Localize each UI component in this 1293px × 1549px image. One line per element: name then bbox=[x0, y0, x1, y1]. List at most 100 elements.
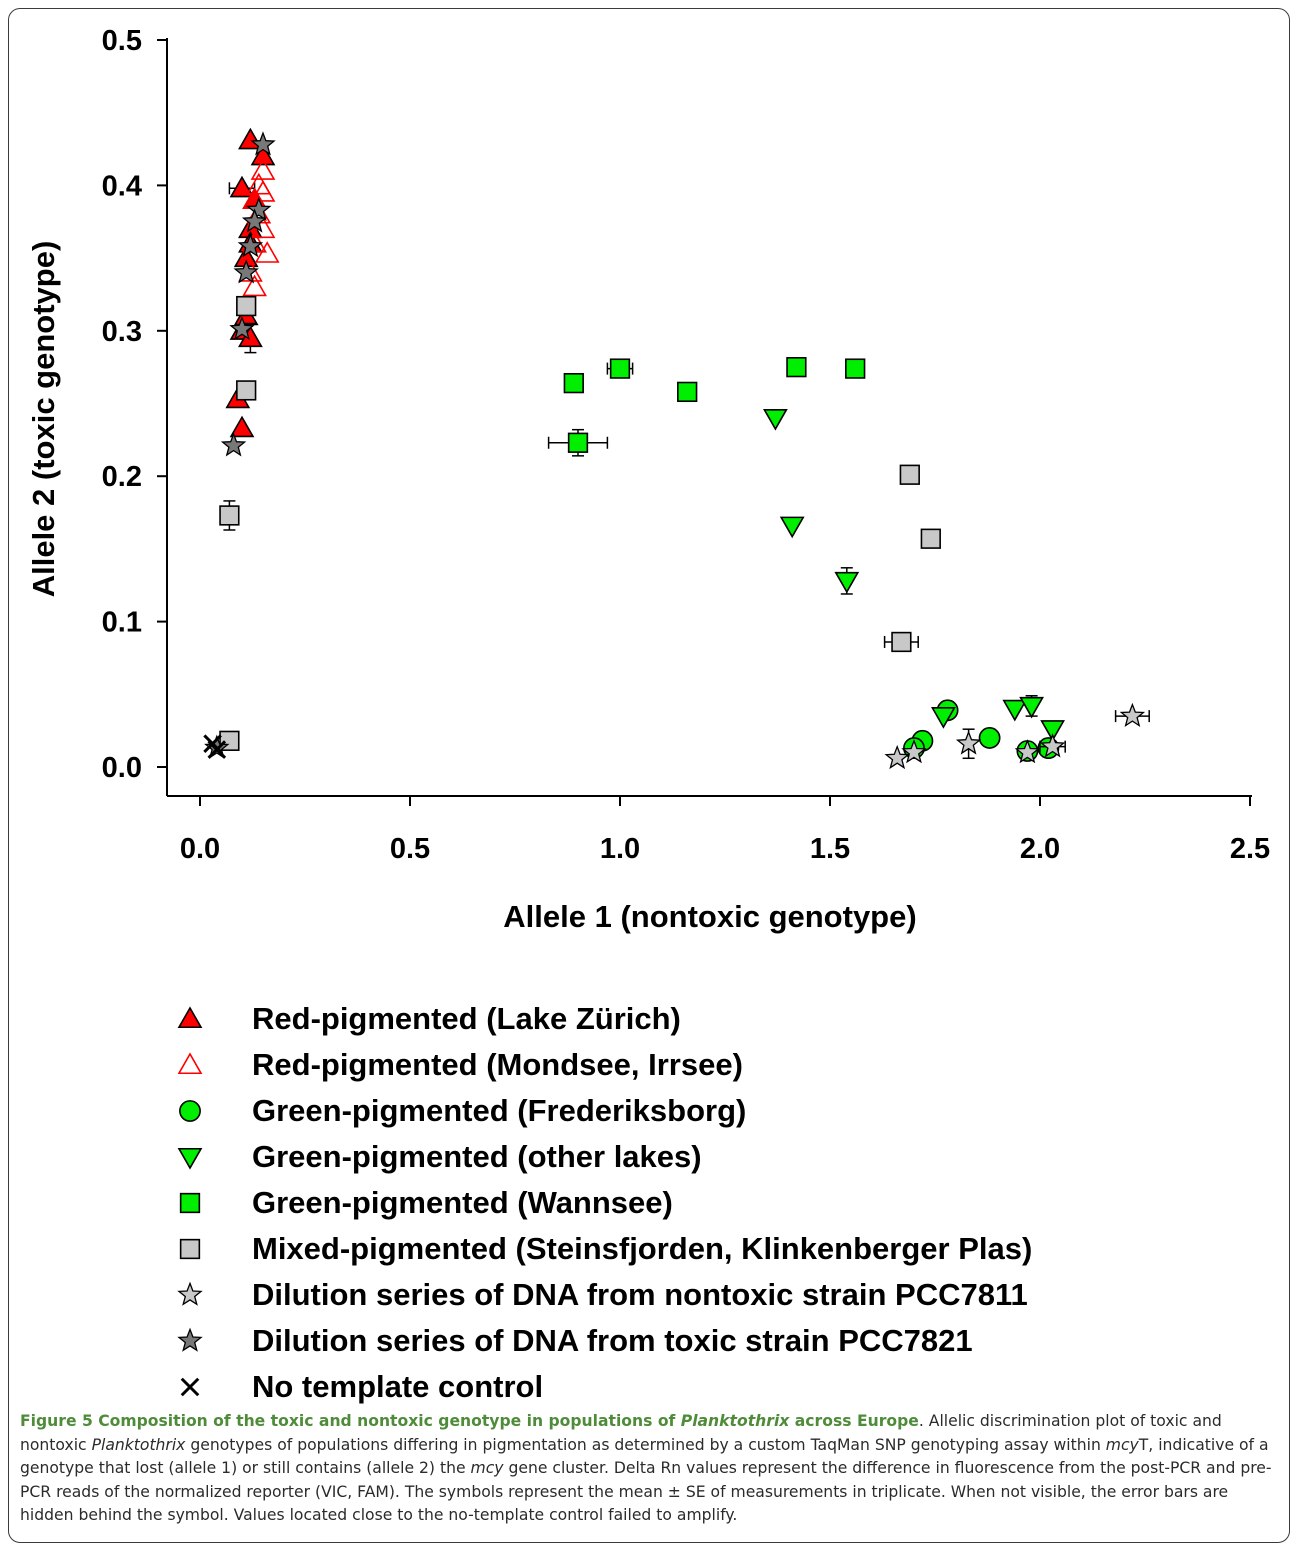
point-5-1 bbox=[236, 380, 257, 401]
point-1-0 bbox=[250, 158, 276, 180]
y-tick-label-4: 0.4 bbox=[102, 170, 142, 202]
caption-title: Figure 5 Composition of the toxic and no… bbox=[20, 1412, 919, 1430]
y-tick-label-3: 0.3 bbox=[102, 316, 142, 348]
caption-body-2: genotypes of populations differing in pi… bbox=[185, 1435, 1106, 1454]
legend-marker-5 bbox=[179, 1238, 201, 1260]
caption-body-4: gene cluster. Delta Rn values represent … bbox=[20, 1459, 1272, 1524]
point-4-1 bbox=[609, 358, 631, 379]
legend-item-2: Green-pigmented (Frederiksborg) bbox=[170, 1088, 1250, 1134]
caption-italic-1: Planktothrix bbox=[91, 1435, 186, 1454]
x-tick-label-2: 1.0 bbox=[600, 833, 640, 865]
x-tick-label-1: 0.5 bbox=[390, 833, 430, 865]
legend-label-6: Dilution series of DNA from nontoxic str… bbox=[252, 1277, 1028, 1312]
series-8 bbox=[203, 734, 227, 759]
point-5-6 bbox=[891, 631, 912, 653]
point-6-5 bbox=[1119, 702, 1146, 727]
point-7-4 bbox=[233, 259, 259, 284]
point-6-1 bbox=[901, 739, 927, 764]
series-7 bbox=[204, 131, 276, 759]
caption-body-3: T, indicative of a genotype that lost (a… bbox=[20, 1435, 1269, 1478]
legend-item-5: Mixed-pigmented (Steinsfjorden, Klinkenb… bbox=[170, 1226, 1250, 1272]
point-4-2 bbox=[677, 381, 698, 403]
legend-label-8: No template control bbox=[252, 1369, 544, 1404]
y-tick-label-1: 0.1 bbox=[102, 607, 142, 639]
point-1-9 bbox=[242, 274, 267, 297]
y-tick-label-5: 0.5 bbox=[102, 25, 142, 57]
legend-marker-0 bbox=[177, 1006, 203, 1029]
point-3-6 bbox=[1040, 720, 1065, 742]
point-3-4 bbox=[1002, 699, 1028, 722]
point-3-1 bbox=[779, 516, 805, 539]
legend-label-7: Dilution series of DNA from toxic strain… bbox=[252, 1323, 973, 1358]
legend-label-0: Red-pigmented (Lake Zürich) bbox=[252, 1001, 681, 1036]
legend-marker-4 bbox=[179, 1192, 201, 1214]
x-tick-label-4: 2.0 bbox=[1020, 833, 1060, 865]
point-2-1 bbox=[978, 726, 1001, 749]
series-5 bbox=[219, 295, 941, 751]
point-0-11 bbox=[229, 415, 255, 438]
legend-symbol-8 bbox=[180, 1377, 200, 1397]
point-5-0 bbox=[236, 295, 257, 317]
legend-symbol-7 bbox=[177, 1327, 203, 1352]
legend-symbol-2 bbox=[179, 1100, 201, 1122]
point-4-5 bbox=[567, 432, 589, 453]
legend-symbol-6 bbox=[177, 1281, 203, 1306]
caption-title-text: Figure 5 Composition of the toxic and no… bbox=[20, 1412, 681, 1430]
legend-marker-8 bbox=[180, 1377, 200, 1397]
tick-labels: 0.0 0.5 1.0 1.5 2.0 2.5 0.0 0.1 0.2 0.3 0.4 0.5 bbox=[102, 25, 1270, 865]
point-5-5 bbox=[920, 528, 941, 549]
point-4-0 bbox=[563, 372, 584, 394]
legend-item-1: Red-pigmented (Mondsee, Irrsee) bbox=[170, 1042, 1250, 1088]
point-8-1 bbox=[207, 740, 227, 759]
figure-frame bbox=[8, 8, 1290, 1543]
point-6-4 bbox=[1039, 733, 1066, 758]
legend-marker-3 bbox=[177, 1147, 203, 1170]
point-7-2 bbox=[241, 208, 268, 233]
point-6-2 bbox=[955, 730, 982, 755]
legend-marker-6 bbox=[177, 1281, 203, 1306]
y-tick-label-2: 0.2 bbox=[102, 461, 142, 493]
legend-label-1: Red-pigmented (Mondsee, Irrsee) bbox=[252, 1047, 743, 1082]
point-5-4 bbox=[899, 464, 920, 485]
point-5-2 bbox=[219, 505, 240, 526]
figure-caption: Figure 5 Composition of the toxic and no… bbox=[20, 1410, 1278, 1528]
caption-body-1: . Allelic discrimination plot of toxic a… bbox=[20, 1412, 1222, 1454]
point-4-3 bbox=[786, 356, 807, 378]
point-4-4 bbox=[845, 358, 866, 379]
legend-item-8: No template control bbox=[170, 1364, 1250, 1410]
x-tick-label-3: 1.5 bbox=[810, 833, 850, 865]
point-7-5 bbox=[229, 315, 255, 341]
point-1-2 bbox=[250, 180, 276, 202]
legend-item-4: Green-pigmented (Wannsee) bbox=[170, 1180, 1250, 1226]
legend-item-6: Dilution series of DNA from nontoxic str… bbox=[170, 1272, 1250, 1318]
series-4 bbox=[547, 356, 866, 457]
legend-label-2: Green-pigmented (Frederiksborg) bbox=[252, 1093, 747, 1128]
legend-label-4: Green-pigmented (Wannsee) bbox=[252, 1185, 673, 1220]
legend-symbol-5 bbox=[179, 1238, 201, 1260]
point-7-1 bbox=[246, 196, 272, 221]
data-marks bbox=[203, 127, 1150, 770]
x-tick-label-5: 2.5 bbox=[1230, 833, 1270, 865]
point-3-3 bbox=[931, 707, 956, 729]
caption-title-italic: Planktothrix bbox=[680, 1412, 790, 1430]
series-6 bbox=[884, 702, 1150, 770]
legend-marker-1 bbox=[177, 1052, 203, 1075]
caption-italic-2: mcy bbox=[1105, 1435, 1139, 1454]
point-1-1 bbox=[246, 172, 272, 195]
point-7-0 bbox=[250, 131, 276, 156]
legend-symbol-0 bbox=[177, 1006, 203, 1029]
caption-italic-3: mcy bbox=[470, 1459, 504, 1477]
scatter-chart: 0.0 0.5 1.0 1.5 2.0 2.5 0.0 0.1 0.2 0.3 0.4 0.5 All… bbox=[26, 25, 1270, 934]
point-0-2 bbox=[229, 175, 255, 198]
x-axis-title: Allele 1 (nontoxic genotype) bbox=[503, 899, 916, 934]
point-7-3 bbox=[237, 233, 264, 258]
point-0-1 bbox=[250, 143, 276, 166]
legend-label-5: Mixed-pigmented (Steinsfjorden, Klinkenb… bbox=[252, 1231, 1033, 1266]
point-7-6 bbox=[220, 432, 247, 457]
legend-item-7: Dilution series of DNA from toxic strain… bbox=[170, 1318, 1250, 1364]
point-6-0 bbox=[884, 744, 910, 770]
legend-marker-2 bbox=[179, 1100, 201, 1122]
caption-title-suffix: across Europe bbox=[789, 1412, 919, 1430]
legend-item-0: Red-pigmented (Lake Zürich) bbox=[170, 996, 1250, 1042]
point-3-0 bbox=[763, 408, 788, 431]
